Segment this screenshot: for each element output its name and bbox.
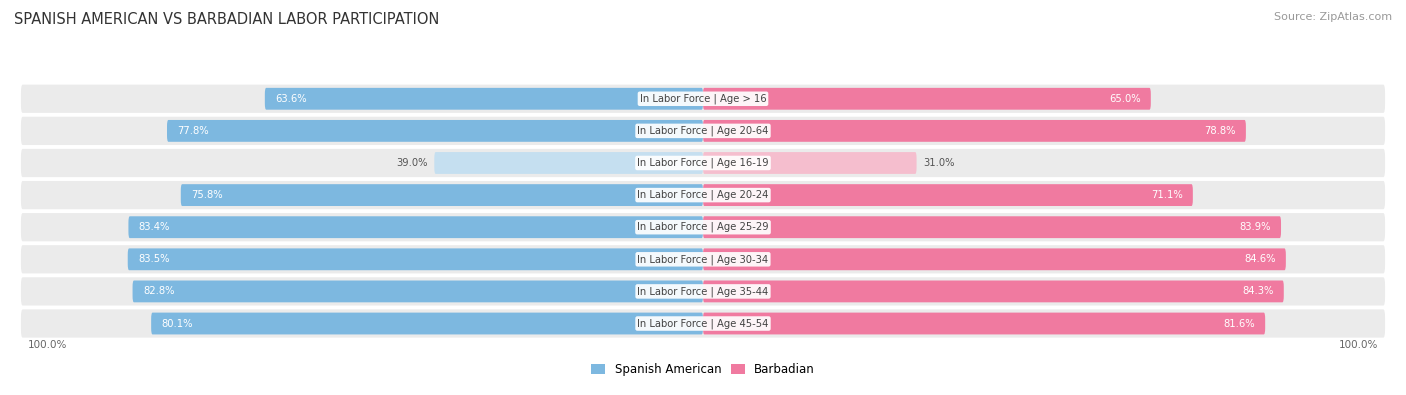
FancyBboxPatch shape [21, 213, 1385, 241]
FancyBboxPatch shape [703, 152, 917, 174]
Text: 84.6%: 84.6% [1244, 254, 1275, 264]
Text: 81.6%: 81.6% [1223, 318, 1254, 329]
Text: 39.0%: 39.0% [396, 158, 427, 168]
FancyBboxPatch shape [21, 309, 1385, 338]
Text: 65.0%: 65.0% [1109, 94, 1140, 104]
Text: 82.8%: 82.8% [143, 286, 174, 296]
FancyBboxPatch shape [132, 280, 703, 302]
FancyBboxPatch shape [703, 216, 1281, 238]
Text: 100.0%: 100.0% [28, 340, 67, 350]
FancyBboxPatch shape [152, 312, 703, 335]
FancyBboxPatch shape [21, 181, 1385, 209]
Text: In Labor Force | Age 25-29: In Labor Force | Age 25-29 [637, 222, 769, 232]
FancyBboxPatch shape [21, 117, 1385, 145]
FancyBboxPatch shape [703, 88, 1152, 110]
Text: In Labor Force | Age 20-64: In Labor Force | Age 20-64 [637, 126, 769, 136]
FancyBboxPatch shape [21, 245, 1385, 273]
Legend: Spanish American, Barbadian: Spanish American, Barbadian [586, 358, 820, 381]
FancyBboxPatch shape [21, 85, 1385, 113]
Text: 84.3%: 84.3% [1241, 286, 1274, 296]
FancyBboxPatch shape [703, 184, 1192, 206]
Text: 75.8%: 75.8% [191, 190, 222, 200]
FancyBboxPatch shape [181, 184, 703, 206]
FancyBboxPatch shape [703, 248, 1286, 270]
FancyBboxPatch shape [703, 280, 1284, 302]
Text: Source: ZipAtlas.com: Source: ZipAtlas.com [1274, 12, 1392, 22]
Text: 80.1%: 80.1% [162, 318, 193, 329]
FancyBboxPatch shape [434, 152, 703, 174]
Text: 83.5%: 83.5% [138, 254, 170, 264]
Text: 100.0%: 100.0% [1339, 340, 1378, 350]
Text: In Labor Force | Age 20-24: In Labor Force | Age 20-24 [637, 190, 769, 200]
Text: 77.8%: 77.8% [177, 126, 209, 136]
Text: 63.6%: 63.6% [276, 94, 307, 104]
FancyBboxPatch shape [128, 248, 703, 270]
Text: 83.4%: 83.4% [139, 222, 170, 232]
Text: 83.9%: 83.9% [1239, 222, 1271, 232]
Text: 78.8%: 78.8% [1204, 126, 1236, 136]
Text: In Labor Force | Age > 16: In Labor Force | Age > 16 [640, 94, 766, 104]
Text: 71.1%: 71.1% [1150, 190, 1182, 200]
FancyBboxPatch shape [128, 216, 703, 238]
FancyBboxPatch shape [264, 88, 703, 110]
Text: 31.0%: 31.0% [924, 158, 955, 168]
FancyBboxPatch shape [21, 149, 1385, 177]
FancyBboxPatch shape [703, 120, 1246, 142]
Text: In Labor Force | Age 16-19: In Labor Force | Age 16-19 [637, 158, 769, 168]
FancyBboxPatch shape [703, 312, 1265, 335]
Text: In Labor Force | Age 35-44: In Labor Force | Age 35-44 [637, 286, 769, 297]
FancyBboxPatch shape [167, 120, 703, 142]
Text: In Labor Force | Age 30-34: In Labor Force | Age 30-34 [637, 254, 769, 265]
FancyBboxPatch shape [21, 277, 1385, 306]
Text: In Labor Force | Age 45-54: In Labor Force | Age 45-54 [637, 318, 769, 329]
Text: SPANISH AMERICAN VS BARBADIAN LABOR PARTICIPATION: SPANISH AMERICAN VS BARBADIAN LABOR PART… [14, 12, 440, 27]
